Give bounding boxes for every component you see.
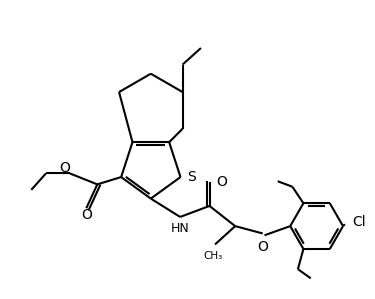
Text: O: O bbox=[81, 208, 92, 222]
Text: O: O bbox=[59, 161, 70, 175]
Text: O: O bbox=[257, 240, 268, 254]
Text: CH₃: CH₃ bbox=[204, 251, 223, 261]
Text: S: S bbox=[187, 170, 196, 184]
Text: Cl: Cl bbox=[352, 216, 366, 229]
Text: HN: HN bbox=[171, 222, 189, 235]
Text: O: O bbox=[216, 175, 227, 189]
